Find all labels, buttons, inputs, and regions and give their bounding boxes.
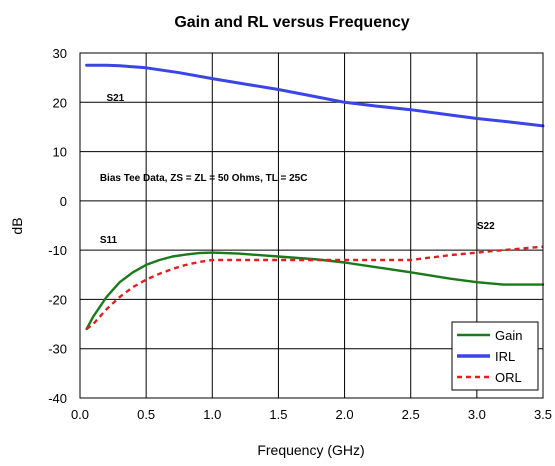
y-tick-label: 10 bbox=[53, 145, 67, 160]
tick-labels: 0.0 0.5 1.0 1.5 2.0 2.5 3.0 3.5 30 20 10 0 -10 -20 -30… bbox=[48, 46, 552, 422]
legend: Gain IRL ORL bbox=[451, 321, 539, 391]
legend-label: Gain bbox=[495, 328, 522, 343]
x-tick-label: 0.5 bbox=[137, 407, 155, 422]
legend-label: IRL bbox=[495, 349, 515, 364]
annotation-label: S22 bbox=[477, 221, 495, 232]
y-tick-label: -20 bbox=[48, 292, 67, 307]
x-axis-title: Frequency (GHz) bbox=[257, 442, 364, 458]
x-tick-label: 2.5 bbox=[402, 407, 420, 422]
y-tick-label: 30 bbox=[53, 46, 67, 61]
x-tick-label: 2.0 bbox=[336, 407, 354, 422]
x-tick-label: 1.5 bbox=[269, 407, 287, 422]
legend-label: ORL bbox=[495, 370, 522, 385]
plot-frame bbox=[79, 52, 544, 399]
series-layer bbox=[85, 63, 545, 331]
x-tick-label: 1.0 bbox=[203, 407, 221, 422]
x-tick-label: 3.5 bbox=[534, 407, 552, 422]
y-tick-label: -30 bbox=[48, 342, 67, 357]
y-tick-label: -40 bbox=[48, 391, 67, 406]
x-tick-label: 0.0 bbox=[71, 407, 89, 422]
y-axis-title: dB bbox=[9, 217, 25, 234]
series-line-orl bbox=[85, 245, 544, 330]
y-tick-label: 0 bbox=[60, 194, 67, 209]
chart-title: Gain and RL versus Frequency bbox=[174, 14, 409, 31]
annotation-label: S11 bbox=[100, 235, 118, 246]
y-tick-label: 20 bbox=[53, 95, 67, 110]
series-line-irl bbox=[85, 63, 545, 128]
series-line-gain bbox=[85, 251, 545, 331]
annotation-label: S21 bbox=[106, 93, 124, 104]
x-tick-label: 3.0 bbox=[468, 407, 486, 422]
y-tick-label: -10 bbox=[48, 243, 67, 258]
annotations: S21 Bias Tee Data, ZS = ZL = 50 Ohms, TL … bbox=[100, 93, 495, 246]
annotation-label: Bias Tee Data, ZS = ZL = 50 Ohms, TL = 2… bbox=[100, 173, 308, 184]
